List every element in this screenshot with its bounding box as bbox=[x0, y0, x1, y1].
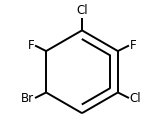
Text: Cl: Cl bbox=[76, 4, 88, 17]
Text: Br: Br bbox=[21, 92, 34, 105]
Text: F: F bbox=[130, 39, 136, 52]
Text: Cl: Cl bbox=[130, 92, 141, 105]
Text: F: F bbox=[28, 39, 34, 52]
